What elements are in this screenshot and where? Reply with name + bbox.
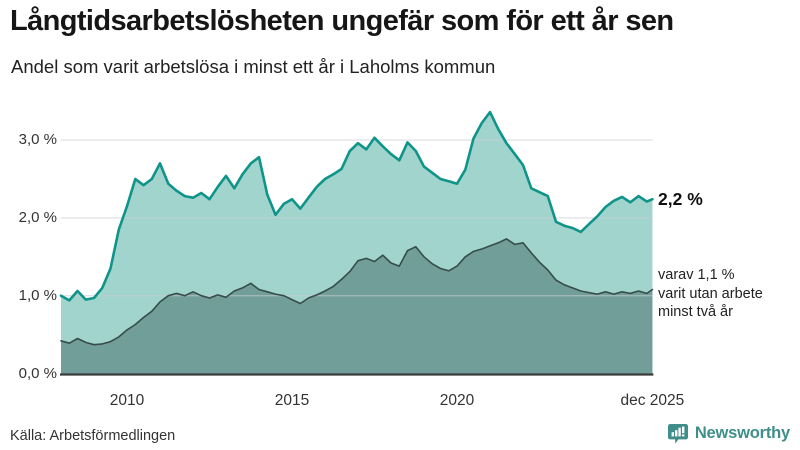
- series-fill-1: [61, 238, 653, 375]
- y-axis-label: 1,0 %: [18, 286, 57, 304]
- newsworthy-logo[interactable]: Newsworthy: [667, 423, 790, 444]
- y-axis-label: 2,0 %: [18, 208, 57, 226]
- x-axis-label: 2020: [439, 392, 475, 409]
- page-subtitle: Andel som varit arbetslösa i minst ett å…: [11, 56, 496, 77]
- x-axis-label: 2010: [109, 392, 145, 409]
- annotation-line: minst två år: [658, 304, 733, 320]
- value-label-total: 2,2 %: [658, 189, 703, 209]
- x-axis-label: dec 2025: [620, 392, 685, 409]
- page-title: Långtidsarbetslösheten ungefär som för e…: [10, 5, 674, 37]
- source-note: Källa: Arbetsförmedlingen: [10, 428, 176, 444]
- y-axis-label: 0,0 %: [18, 364, 57, 382]
- series-line-1: [60, 238, 654, 346]
- newsworthy-chart-bubble-icon: [667, 423, 689, 444]
- annotation-line: varit utan arbete: [658, 285, 763, 302]
- x-axis-label: 2015: [274, 392, 310, 409]
- y-axis-label: 3,0 %: [18, 131, 57, 149]
- annotation-two-years: varav 1,1 % varit utan arbete minst två …: [658, 266, 763, 322]
- annotation-line: varav 1,1 %: [658, 267, 735, 283]
- series-line-0: [59, 110, 654, 302]
- newsworthy-name: Newsworthy: [694, 424, 790, 442]
